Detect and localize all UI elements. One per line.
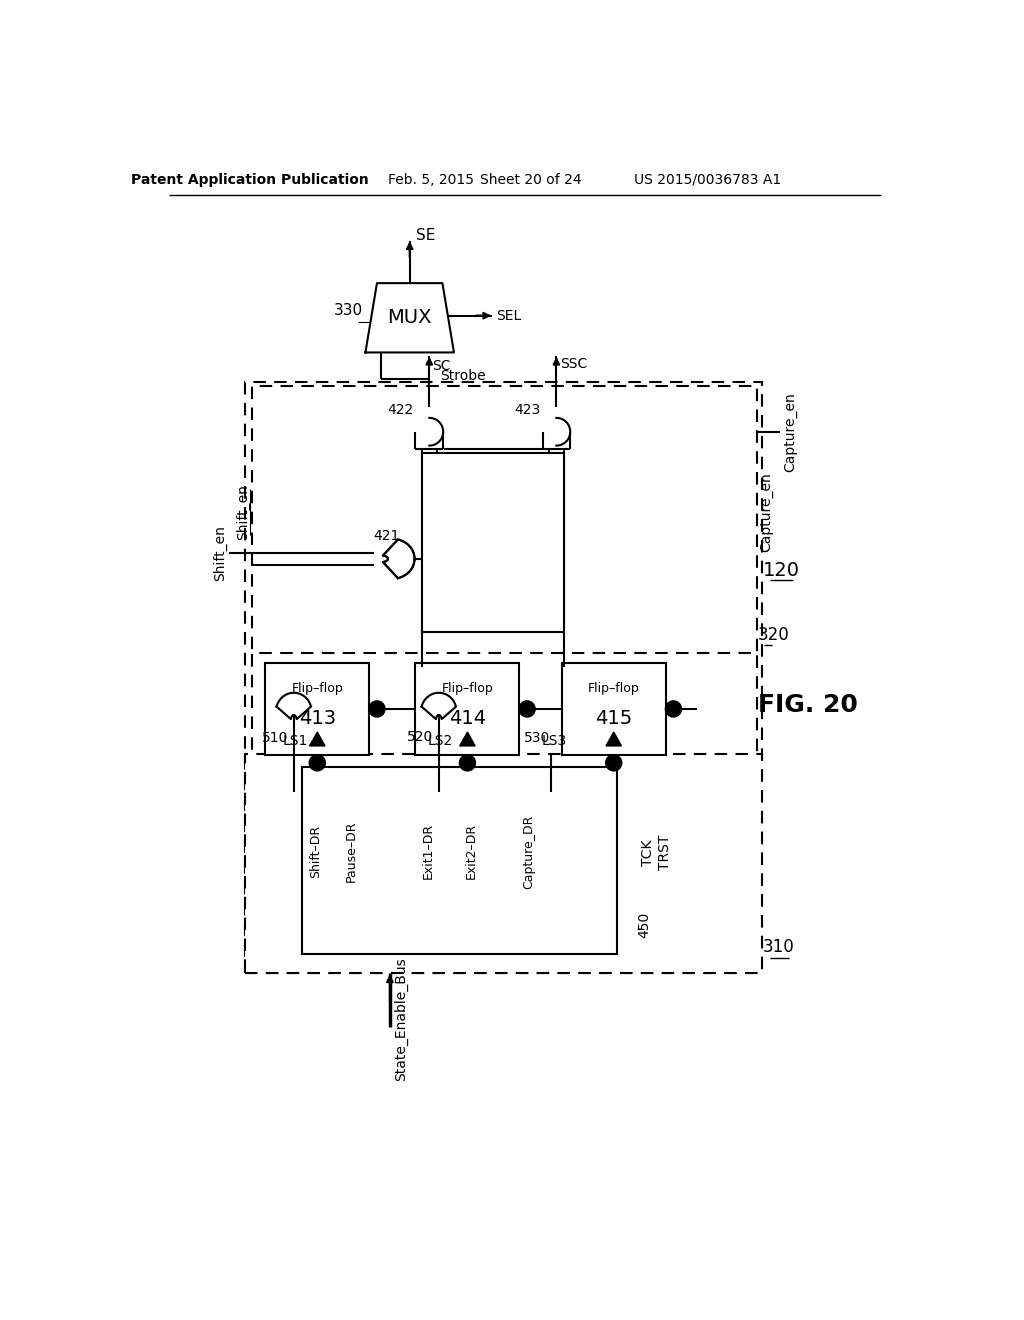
Polygon shape — [460, 733, 475, 746]
Bar — [422, 453, 564, 632]
Text: Patent Application Publication: Patent Application Publication — [131, 173, 369, 187]
Polygon shape — [366, 284, 454, 352]
Text: Strobe: Strobe — [440, 368, 485, 383]
Text: 421: 421 — [373, 529, 399, 543]
Text: 413: 413 — [299, 709, 336, 727]
Text: Shift_en: Shift_en — [213, 525, 226, 581]
Text: 510: 510 — [262, 731, 289, 746]
Text: 450: 450 — [637, 912, 651, 939]
Circle shape — [460, 755, 475, 771]
Text: Sheet 20 of 24: Sheet 20 of 24 — [480, 173, 582, 187]
Bar — [562, 663, 666, 755]
Text: LS1: LS1 — [283, 734, 308, 748]
Text: 520: 520 — [408, 730, 433, 743]
Text: SE: SE — [416, 228, 435, 243]
Polygon shape — [383, 540, 415, 578]
Text: Feb. 5, 2015: Feb. 5, 2015 — [388, 173, 474, 187]
Text: Flip–flop: Flip–flop — [441, 682, 494, 696]
Text: LS3: LS3 — [542, 734, 566, 748]
Text: 415: 415 — [595, 709, 633, 727]
Text: Flip–flop: Flip–flop — [292, 682, 343, 696]
Text: Flip–flop: Flip–flop — [588, 682, 640, 696]
Polygon shape — [416, 432, 443, 449]
Bar — [252, 385, 757, 667]
Text: Capture_DR: Capture_DR — [522, 814, 536, 888]
Bar — [245, 754, 762, 973]
Text: 120: 120 — [763, 561, 800, 581]
Text: Capture_en: Capture_en — [783, 392, 798, 471]
Text: Exit1–DR: Exit1–DR — [422, 824, 435, 879]
Text: Shift_en: Shift_en — [236, 484, 250, 540]
Polygon shape — [606, 733, 622, 746]
Text: State_Enable_Bus: State_Enable_Bus — [394, 957, 408, 1081]
Polygon shape — [543, 432, 570, 449]
Circle shape — [370, 701, 385, 717]
Text: 320: 320 — [758, 626, 790, 644]
Bar — [416, 663, 519, 755]
Text: SSC: SSC — [560, 356, 588, 371]
Bar — [265, 663, 370, 755]
Text: 422: 422 — [388, 403, 414, 417]
Text: Capture_en: Capture_en — [759, 473, 773, 552]
Circle shape — [309, 755, 325, 771]
Text: 530: 530 — [524, 731, 550, 746]
Text: Pause–DR: Pause–DR — [345, 821, 358, 882]
Text: SEL: SEL — [497, 309, 521, 322]
Text: 423: 423 — [515, 403, 541, 417]
Text: Shift–DR: Shift–DR — [309, 825, 322, 878]
Text: 414: 414 — [449, 709, 486, 727]
Bar — [252, 653, 757, 767]
Text: US 2015/0036783 A1: US 2015/0036783 A1 — [635, 173, 781, 187]
Polygon shape — [543, 418, 570, 446]
Circle shape — [666, 701, 681, 717]
Text: Exit2–DR: Exit2–DR — [465, 824, 477, 879]
Circle shape — [519, 701, 535, 717]
Polygon shape — [309, 733, 325, 746]
Bar — [245, 381, 762, 973]
Text: TCK: TCK — [641, 840, 655, 866]
Polygon shape — [383, 540, 415, 578]
Polygon shape — [416, 418, 443, 446]
Text: MUX: MUX — [387, 309, 432, 327]
Text: SC: SC — [432, 359, 451, 374]
Text: FIG. 20: FIG. 20 — [758, 693, 858, 717]
Text: TRST: TRST — [658, 834, 672, 870]
Text: 310: 310 — [763, 939, 795, 956]
Text: 330: 330 — [334, 302, 364, 318]
Polygon shape — [276, 693, 311, 719]
Polygon shape — [422, 693, 456, 719]
Bar — [301, 767, 617, 954]
Circle shape — [606, 755, 622, 771]
Text: LS2: LS2 — [428, 734, 453, 748]
